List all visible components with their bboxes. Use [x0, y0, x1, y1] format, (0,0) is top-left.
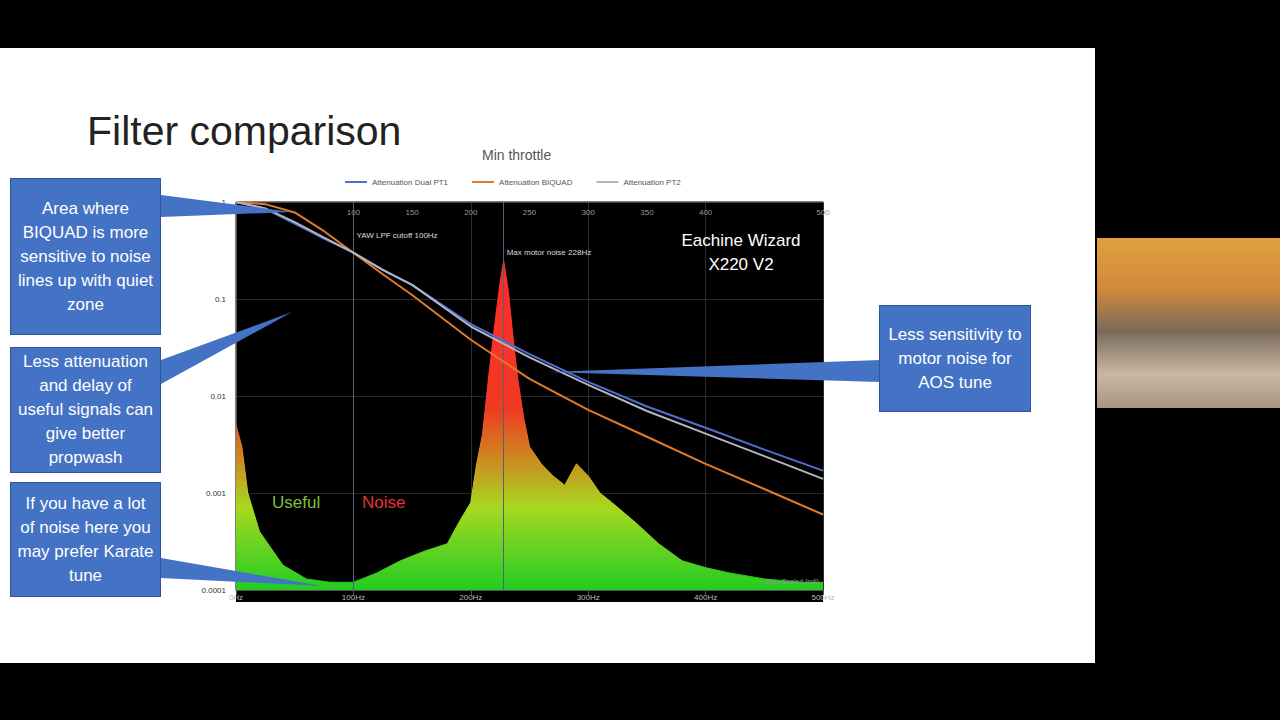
svg-text:0Hz: 0Hz: [229, 593, 243, 602]
svg-text:400: 400: [699, 208, 713, 217]
svg-text:Useful: Useful: [272, 493, 320, 512]
svg-text:YAW LPF cutoff 100Hz: YAW LPF cutoff 100Hz: [356, 231, 437, 240]
html-text:Less attenuation and delay of: Less attenuation and delay of useful sig…: [17, 352, 154, 467]
svg-text:0.001: 0.001: [206, 489, 227, 498]
html-text:Less sensitivity to motor nois: Less sensitivity to motor noise for AOS …: [888, 324, 1022, 392]
svg-text:Gyro Scaled (roll): Gyro Scaled (roll): [765, 578, 819, 586]
svg-text:100: 100: [346, 207, 361, 217]
svg-text:300Hz: 300Hz: [577, 593, 600, 602]
svg-text:500Hz: 500Hz: [811, 593, 834, 602]
html-text:If you have a lot of noise her: If you have a lot of noise here you may …: [17, 493, 154, 585]
html-text:Eachine Wizard X220 V2: Eachine Wizard X220 V2: [681, 231, 801, 274]
svg-text:0.0001: 0.0001: [202, 586, 227, 595]
html-text:Filter comparison: Filter comparison: [87, 108, 402, 154]
svg-text:Min throttle: Min throttle: [482, 147, 551, 163]
svg-text:500: 500: [816, 208, 830, 217]
svg-text:0.01: 0.01: [210, 392, 226, 401]
svg-text:250: 250: [523, 208, 537, 217]
svg-text:0.1: 0.1: [215, 295, 227, 304]
svg-text:150: 150: [405, 208, 419, 217]
svg-text:1: 1: [222, 198, 227, 207]
svg-text:350: 350: [640, 208, 654, 217]
svg-text:300: 300: [582, 208, 596, 217]
svg-text:Max motor noise 228Hz: Max motor noise 228Hz: [507, 248, 591, 257]
svg-text:100Hz: 100Hz: [342, 593, 365, 602]
svg-text:400Hz: 400Hz: [694, 593, 717, 602]
svg-text:Attenuation Dual PT1: Attenuation Dual PT1: [372, 178, 449, 187]
html-text:Area where BIQUAD is more sens: Area where BIQUAD is more sensitive to n…: [17, 198, 154, 314]
svg-text:200: 200: [464, 208, 478, 217]
svg-text:Noise: Noise: [362, 493, 405, 512]
svg-text:200Hz: 200Hz: [459, 593, 482, 602]
svg-text:Attenuation PT2: Attenuation PT2: [623, 178, 681, 187]
svg-text:Attenuation BIQUAD: Attenuation BIQUAD: [499, 178, 573, 187]
